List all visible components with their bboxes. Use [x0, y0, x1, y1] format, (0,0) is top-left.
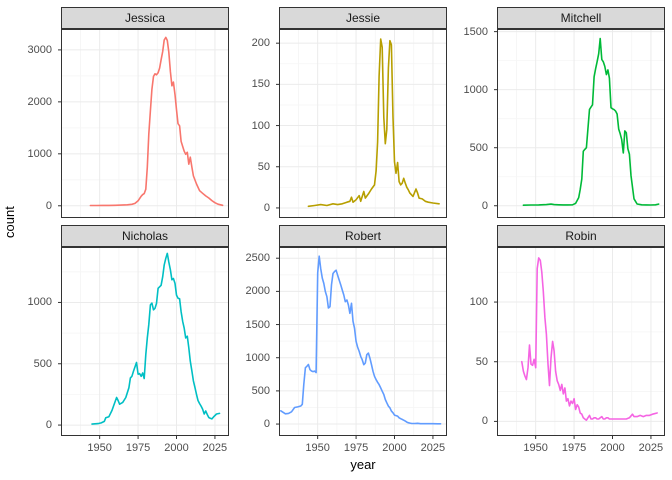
y-tick-label: 50: [475, 355, 488, 368]
facet-panel: 0 1000 2000 3000: [28, 29, 229, 218]
series-line-jessica: [89, 36, 224, 207]
series-line-jessie: [307, 38, 440, 208]
y-tick-label: 0: [45, 419, 52, 432]
y-tick-label: 0: [45, 199, 52, 212]
facet-title: Robert: [344, 229, 382, 243]
facet-title: Jessica: [124, 11, 165, 25]
facet-panel: 0 500 1000 1500 2000 2500 1950 1975 2000 2025: [246, 247, 447, 454]
facet-strip: Nicholas: [61, 225, 229, 247]
y-tick-label: 1000: [245, 351, 270, 364]
y-tick-label: 0: [263, 201, 270, 214]
y-tick-label: 100: [251, 119, 270, 132]
facet-nicholas: Nicholas 0 500 1000 1950 1975 2000 2025: [28, 225, 229, 454]
facet-panel: 0 500 1000 1500: [464, 26, 665, 218]
series-line-nicholas: [91, 252, 221, 425]
x-tick-label: 1975: [125, 442, 151, 454]
line-chart-svg: [276, 30, 446, 217]
y-tick-label: 2000: [245, 285, 270, 298]
y-tick-label: 0: [263, 418, 270, 431]
y-tick-label: 1000: [463, 83, 488, 96]
x-tick-label: 1950: [87, 442, 112, 454]
facet-panel: 0 500 1000 1950 1975 2000 2025: [28, 247, 229, 454]
x-tick-label: 1950: [523, 442, 548, 454]
facet-panel: 0 50 100 150 200: [252, 29, 447, 218]
facet-strip: Robert: [279, 225, 447, 247]
y-tick-label: 1000: [27, 147, 52, 160]
y-tick-label: 500: [33, 357, 52, 370]
facet-title: Nicholas: [121, 229, 169, 243]
x-tick-label: 2000: [600, 442, 625, 454]
line-chart-svg: [58, 248, 228, 439]
x-tick-label: 2000: [382, 442, 407, 454]
y-tick-label: 200: [251, 37, 270, 50]
line-chart-svg: [494, 248, 664, 439]
facet-title: Mitchell: [560, 11, 602, 25]
y-tick-label: 0: [481, 199, 488, 212]
line-chart-svg: [58, 30, 228, 217]
facet-mitchell: Mitchell 0 500 1000 1500: [464, 7, 665, 218]
x-tick-label: 1975: [343, 442, 369, 454]
x-tick-label: 2025: [638, 442, 664, 454]
facet-title: Jessie: [345, 11, 380, 25]
y-tick-label: 2500: [245, 252, 270, 265]
facet-strip: Robin: [497, 225, 665, 247]
line-chart-svg: [494, 30, 664, 217]
x-tick-label: 1975: [561, 442, 587, 454]
facet-title: Robin: [565, 229, 597, 243]
series-line-robin: [521, 257, 658, 421]
y-tick-label: 1500: [245, 318, 270, 331]
facet-robin: Robin 0 50 100 1950 1975 2000 2025: [470, 225, 665, 454]
facet-jessie: Jessie 0 50 100 150 200: [252, 7, 447, 218]
x-tick-label: 1950: [305, 442, 330, 454]
x-tick-label: 2025: [202, 442, 228, 454]
line-chart-svg: [276, 248, 446, 439]
facet-strip: Jessie: [279, 7, 447, 29]
x-tick-label: 2025: [420, 442, 446, 454]
y-tick-label: 1500: [463, 25, 488, 38]
series-line-robert: [280, 255, 442, 425]
y-tick-label: 100: [469, 296, 488, 309]
facet-strip: Mitchell: [497, 7, 665, 29]
y-tick-label: 500: [469, 141, 488, 154]
facet-robert: Robert 0 500 1000 1500 2000 2500 1950 1975 2000 2…: [246, 225, 447, 454]
y-tick-label: 1000: [27, 296, 52, 309]
x-tick-label: 2000: [164, 442, 189, 454]
facet-strip: Jessica: [61, 7, 229, 29]
y-tick-label: 2000: [27, 95, 52, 108]
facet-panel: 0 50 100 1950 1975 2000 2025: [470, 247, 665, 454]
facet-jessica: Jessica 0 1000 2000 3000: [28, 7, 229, 218]
y-tick-label: 150: [251, 78, 270, 91]
x-axis-title: year: [350, 457, 376, 472]
y-tick-label: 3000: [27, 43, 52, 56]
y-tick-label: 500: [251, 384, 270, 397]
y-tick-label: 50: [257, 160, 270, 173]
y-tick-label: 0: [481, 415, 488, 428]
series-line-mitchell: [522, 37, 660, 206]
